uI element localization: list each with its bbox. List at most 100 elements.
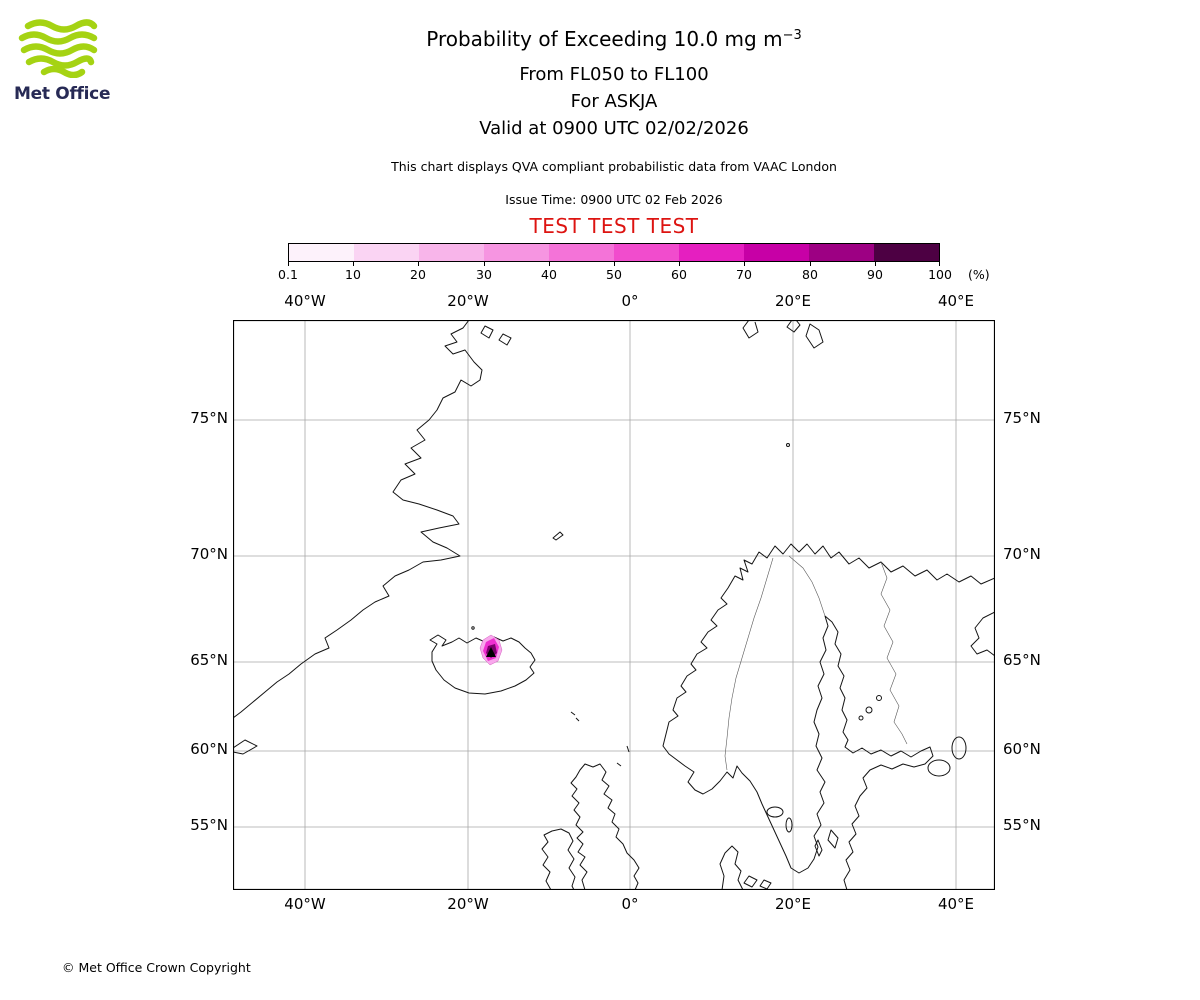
colorbar-tick xyxy=(939,262,940,266)
colorbar-segment xyxy=(354,244,419,261)
greenland-islands xyxy=(480,325,512,346)
colorbar-segment xyxy=(289,244,354,261)
colorbar-unit: (%) xyxy=(968,267,990,282)
lat-label-right: 55°N xyxy=(1003,816,1041,834)
colorbar-label: 30 xyxy=(476,267,492,282)
met-office-logo-waves xyxy=(18,19,98,79)
copyright-notice: © Met Office Crown Copyright xyxy=(62,960,251,975)
colorbar-label: 70 xyxy=(736,267,752,282)
page-title: Probability of Exceeding 10.0 mg m−3 xyxy=(28,27,1200,51)
greenland-coast xyxy=(232,319,483,719)
map xyxy=(232,319,996,891)
ash-probability-area xyxy=(479,634,503,666)
lat-label-left: 65°N xyxy=(190,651,228,669)
norway-sweden-border xyxy=(724,557,774,771)
colorbar-label: 80 xyxy=(802,267,818,282)
lat-label-left: 60°N xyxy=(190,740,228,758)
title-exponent: −3 xyxy=(782,28,802,43)
graticule xyxy=(233,320,995,890)
lake-ladoga xyxy=(927,759,951,777)
colorbar-label: 90 xyxy=(867,267,883,282)
met-office-wordmark: Met Office xyxy=(14,84,111,104)
finnish-lake xyxy=(865,706,873,714)
colorbar-label: 100 xyxy=(928,267,952,282)
colorbar-segment xyxy=(549,244,614,261)
subtitle-volcano: For ASKJA xyxy=(570,91,658,112)
lat-label-right: 60°N xyxy=(1003,740,1041,758)
bear-island xyxy=(786,443,790,447)
shetland-orkney-islands xyxy=(616,745,630,767)
colorbar-segment xyxy=(744,244,809,261)
colorbar-tick xyxy=(418,262,419,266)
lat-label-right: 70°N xyxy=(1003,545,1041,563)
subtitle-flight-levels: From FL050 to FL100 xyxy=(519,64,709,85)
lat-label-right: 75°N xyxy=(1003,409,1041,427)
colorbar-label: 0.1 xyxy=(278,267,298,282)
lat-label-left: 75°N xyxy=(190,409,228,427)
sweden-finland-border xyxy=(788,555,826,617)
coastlines xyxy=(232,319,996,891)
colorbar-label: 40 xyxy=(541,267,557,282)
lon-label-top: 0° xyxy=(621,292,639,310)
faroe-islands xyxy=(570,711,580,722)
gotland-oland-islands xyxy=(814,829,839,857)
grimsey-island xyxy=(471,626,475,630)
colorbar-label: 20 xyxy=(410,267,426,282)
issue-time: Issue Time: 0900 UTC 02 Feb 2026 xyxy=(505,192,723,207)
colorbar-tick xyxy=(875,262,876,266)
denmark-coast xyxy=(719,845,744,891)
iceland-coast xyxy=(429,634,536,695)
map-border xyxy=(232,319,996,891)
lon-label-top: 20°W xyxy=(447,292,489,310)
colorbar-tick xyxy=(810,262,811,266)
lon-label-top: 40°E xyxy=(937,292,975,310)
title-main: Probability of Exceeding 10.0 mg m xyxy=(426,27,783,51)
colorbar-tick xyxy=(549,262,550,266)
lon-label-bottom: 20°E xyxy=(774,895,812,913)
colorbar-tick xyxy=(288,262,289,266)
map-canvas xyxy=(232,319,996,891)
lon-label-bottom: 20°W xyxy=(447,895,489,913)
volcano-marker-icon xyxy=(486,647,496,657)
logo-wave-lines xyxy=(18,19,98,79)
colorbar-label: 60 xyxy=(671,267,687,282)
test-banner: TEST TEST TEST xyxy=(529,214,699,238)
qva-note: This chart displays QVA compliant probab… xyxy=(391,159,837,174)
great-britain-coast xyxy=(570,763,640,891)
jan-mayen-island xyxy=(552,531,564,541)
lon-label-bottom: 40°W xyxy=(284,895,326,913)
colorbar-label: 10 xyxy=(345,267,361,282)
lat-label-left: 70°N xyxy=(190,545,228,563)
colorbar-segment xyxy=(614,244,679,261)
colorbar-segment xyxy=(484,244,549,261)
colorbar-label: 50 xyxy=(606,267,622,282)
colorbar-tick xyxy=(484,262,485,266)
national-borders xyxy=(724,555,908,771)
colorbar-tick xyxy=(353,262,354,266)
lon-label-top: 20°E xyxy=(774,292,812,310)
ireland-coast xyxy=(541,828,576,891)
lat-label-left: 55°N xyxy=(190,816,228,834)
lat-label-right: 65°N xyxy=(1003,651,1041,669)
greenland-coast-south xyxy=(232,739,258,755)
lake-onega xyxy=(951,736,967,760)
finnish-lake xyxy=(858,715,864,721)
colorbar-segment xyxy=(809,244,874,261)
colorbar-segment xyxy=(874,244,939,261)
colorbar-segment xyxy=(679,244,744,261)
finnish-lake xyxy=(876,695,882,701)
subtitle-valid-time: Valid at 0900 UTC 02/02/2026 xyxy=(479,118,749,139)
lon-label-top: 40°W xyxy=(284,292,326,310)
colorbar-tick xyxy=(744,262,745,266)
lon-label-bottom: 0° xyxy=(621,895,639,913)
met-office-logo: Met Office xyxy=(14,18,124,104)
colorbar-segment xyxy=(419,244,484,261)
white-sea-coast xyxy=(970,611,996,657)
svalbard-islands xyxy=(742,319,824,349)
scandinavia-coast xyxy=(662,543,996,891)
danish-islands xyxy=(743,875,772,890)
finland-russia-border xyxy=(880,561,908,745)
colorbar-tick xyxy=(679,262,680,266)
lon-label-bottom: 40°E xyxy=(937,895,975,913)
